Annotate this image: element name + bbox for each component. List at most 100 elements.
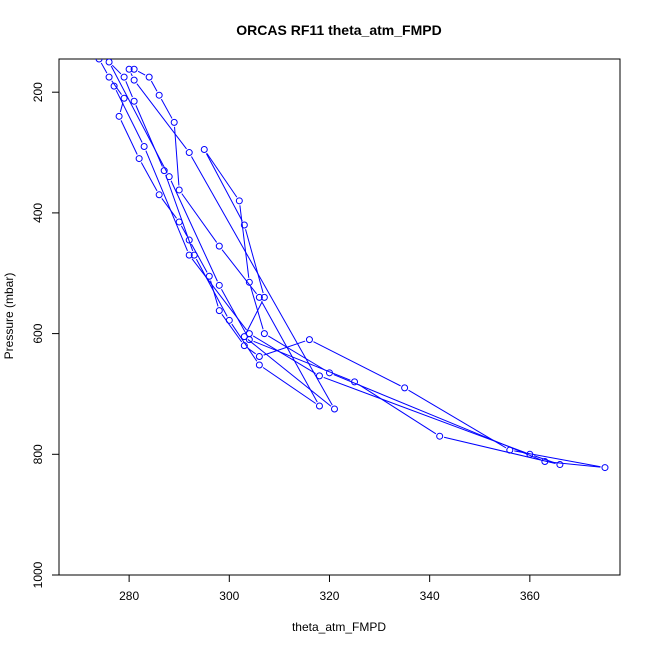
y-tick-label: 600 [31,323,45,343]
data-point [541,458,549,466]
data-point [506,446,514,454]
x-axis-label: theta_atm_FMPD [292,620,386,634]
chart-title: ORCAS RF11 theta_atm_FMPD [236,22,441,38]
data-point [260,330,268,338]
series-segment [161,198,177,219]
data-point [205,272,213,280]
x-tick-label: 280 [119,589,139,603]
data-point [315,402,323,410]
series-segment [239,205,250,278]
series-segment [170,180,218,282]
data-point [215,307,223,315]
data-point [130,76,138,84]
series-segment [263,340,306,356]
data-point [305,336,313,344]
data-point [526,450,534,458]
series-segment [514,450,601,468]
series-segment [191,156,333,406]
series-segment [221,314,243,343]
series-segment [443,436,556,465]
data-point [245,330,253,338]
series-segment [150,80,158,92]
series-segment [250,286,264,330]
series-segment [100,62,108,74]
data-point [240,333,248,341]
data-point [240,221,248,229]
x-tick-label: 360 [520,589,540,603]
data-point [170,118,178,126]
series-segment [247,339,332,407]
data-point [235,197,243,205]
data-point [325,369,333,377]
data-point [120,94,128,102]
data-point [120,73,128,81]
series-segment [174,126,180,186]
series-segment [262,367,317,404]
series-segment [195,258,228,317]
y-tick-label: 1000 [31,561,45,588]
y-tick-label: 400 [31,203,45,223]
series-segment [145,150,188,252]
series-segment [120,120,138,155]
series-segment [165,174,194,252]
data-point [245,336,253,344]
x-tick-label: 340 [420,589,440,603]
data-point [351,378,359,386]
data-point [175,218,183,226]
series-segment [181,193,218,243]
data-point [130,65,138,73]
x-tick-label: 320 [319,589,339,603]
data-point [95,59,103,63]
series-segment [191,258,247,331]
data-point [160,167,168,175]
data-point [240,342,248,350]
series-segment [253,340,351,381]
data-point [175,186,183,194]
series-segment [323,376,526,454]
data-point [155,191,163,199]
series-segment [408,389,507,449]
data-point [135,155,143,163]
data-point [185,149,193,157]
data-point [105,59,113,66]
plot-frame [58,58,621,576]
series-segment [115,89,143,143]
data-point [225,316,233,324]
x-axis: 280 300 320 340 360 [119,574,540,603]
series-segment [221,249,257,295]
series-segment [111,64,122,75]
series-segment [245,301,263,333]
data-point [155,91,163,99]
series-segment [206,152,238,198]
data-point [215,281,223,289]
y-axis: 200 400 600 800 1000 [31,82,59,588]
series-segment [130,73,133,77]
data-point [255,293,263,301]
data-point [436,432,444,440]
y-tick-label: 200 [31,82,45,102]
data-point [401,384,409,392]
series-segment [125,81,133,98]
series-segment [245,229,264,294]
data-point [215,242,223,250]
data-point [255,361,263,369]
data-point [140,143,148,151]
series-segment [110,65,168,173]
data-point [185,251,193,259]
x-tick-label: 300 [219,589,239,603]
data-point [130,97,138,105]
series-segment [119,102,124,113]
data-point [315,372,323,380]
series-segment [205,153,243,222]
data-point [105,73,113,81]
data-point [200,146,208,154]
data-point [260,293,268,301]
data-point [185,236,193,244]
series-segment [221,289,248,336]
series-segment [137,70,146,76]
data-point [330,405,338,413]
series-segment [252,335,316,374]
series-segment [267,335,326,371]
data-point [255,353,263,361]
